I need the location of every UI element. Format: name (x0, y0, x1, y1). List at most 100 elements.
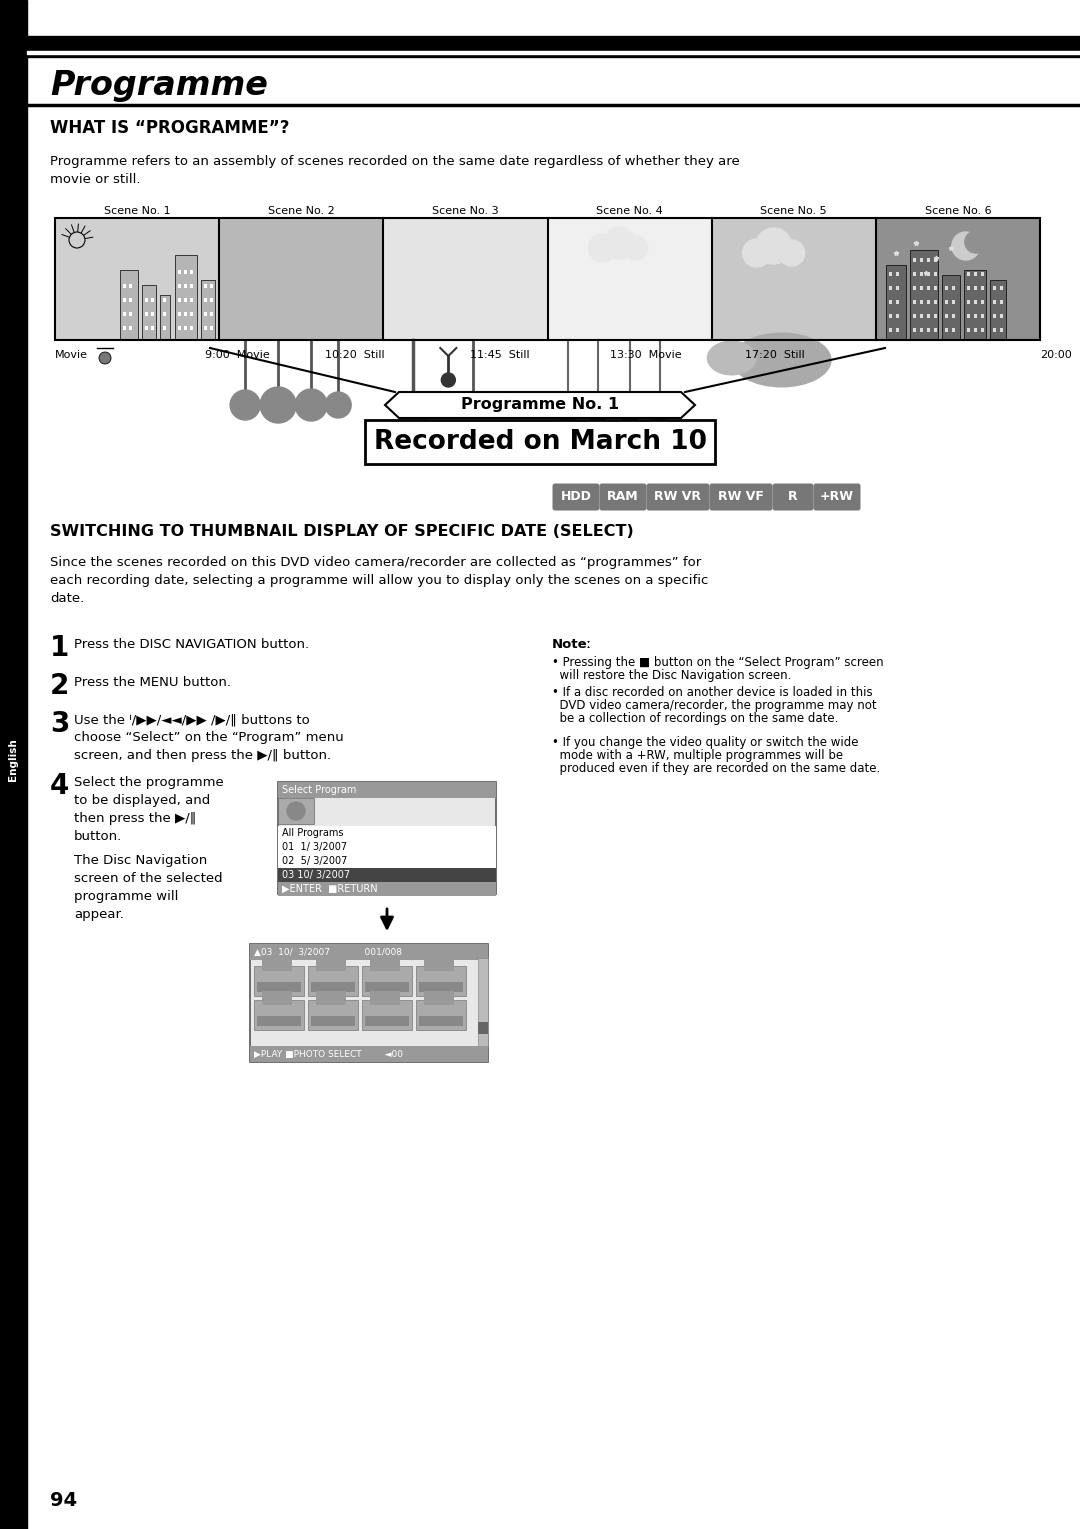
Text: 9:00  Movie: 9:00 Movie (205, 350, 270, 359)
Text: 4: 4 (50, 772, 69, 800)
Text: Since the scenes recorded on this DVD video camera/recorder are collected as “pr: Since the scenes recorded on this DVD vi… (50, 557, 708, 605)
Text: 3: 3 (50, 709, 69, 739)
Bar (210, 312, 213, 317)
Bar (889, 313, 892, 318)
Bar (1000, 329, 1003, 332)
Bar (1000, 300, 1003, 304)
Text: will restore the Disc Navigation screen.: will restore the Disc Navigation screen. (552, 670, 792, 682)
Bar (184, 326, 187, 330)
Bar (175, 255, 197, 339)
Bar (27, 37, 1080, 50)
Bar (927, 272, 930, 277)
Circle shape (260, 387, 296, 424)
Bar (974, 329, 976, 332)
Text: +RW: +RW (820, 491, 854, 503)
Bar (981, 313, 984, 318)
Bar (210, 298, 213, 303)
Text: • Pressing the ■ button on the “Select Program” screen: • Pressing the ■ button on the “Select P… (552, 656, 883, 670)
Circle shape (589, 234, 617, 261)
Bar (178, 298, 181, 303)
Bar (1000, 286, 1003, 291)
Text: R: R (788, 491, 798, 503)
Text: ▲03  10/  3/2007            001/008: ▲03 10/ 3/2007 001/008 (254, 948, 402, 957)
Bar (424, 991, 454, 1005)
Bar (934, 329, 936, 332)
Bar (934, 300, 936, 304)
Bar (889, 300, 892, 304)
Bar (920, 272, 922, 277)
Bar (993, 300, 996, 304)
Bar (184, 271, 187, 274)
Circle shape (461, 391, 485, 416)
Bar (365, 982, 409, 992)
Text: Scene No. 3: Scene No. 3 (432, 206, 499, 216)
Bar (204, 298, 207, 303)
Circle shape (650, 405, 669, 424)
Text: ▶ENTER  ■RETURN: ▶ENTER ■RETURN (282, 884, 378, 894)
Text: Press the MENU button.: Press the MENU button. (75, 676, 231, 690)
Text: • If a disc recorded on another device is loaded in this: • If a disc recorded on another device i… (552, 687, 873, 699)
Text: SWITCHING TO THUMBNAIL DISPLAY OF SPECIFIC DATE (SELECT): SWITCHING TO THUMBNAIL DISPLAY OF SPECIF… (50, 524, 634, 540)
Bar (419, 1015, 463, 1026)
Bar (981, 272, 984, 277)
FancyBboxPatch shape (710, 483, 772, 511)
Bar (963, 271, 986, 339)
Text: Scene No. 1: Scene No. 1 (104, 206, 171, 216)
Bar (257, 1015, 301, 1026)
Bar (219, 219, 383, 339)
Bar (278, 781, 496, 798)
Bar (0, 0, 27, 1529)
Text: Press the DISC NAVIGATION button.: Press the DISC NAVIGATION button. (75, 638, 309, 651)
Bar (362, 966, 411, 995)
Bar (151, 326, 154, 330)
Bar (981, 286, 984, 291)
Bar (311, 1015, 355, 1026)
Bar (160, 295, 170, 339)
Bar (895, 300, 899, 304)
Text: 2: 2 (50, 673, 69, 700)
Bar (990, 280, 1005, 339)
Bar (365, 1015, 409, 1026)
Bar (993, 329, 996, 332)
Bar (316, 957, 346, 971)
Bar (27, 47, 1080, 57)
Text: Scene No. 2: Scene No. 2 (268, 206, 335, 216)
Bar (927, 300, 930, 304)
Bar (308, 966, 357, 995)
Bar (201, 280, 215, 339)
FancyBboxPatch shape (772, 483, 813, 511)
Polygon shape (384, 391, 696, 417)
Bar (145, 312, 148, 317)
Bar (876, 219, 1040, 339)
Bar (383, 219, 548, 339)
Bar (913, 258, 916, 261)
Bar (974, 272, 976, 277)
Bar (190, 298, 193, 303)
Bar (278, 826, 496, 839)
Bar (934, 286, 936, 291)
Bar (927, 258, 930, 261)
Text: Select the programme
to be displayed, and
then press the ▶/‖
button.: Select the programme to be displayed, an… (75, 777, 224, 842)
Circle shape (325, 391, 351, 417)
Circle shape (743, 239, 771, 268)
Bar (909, 251, 937, 339)
Bar (889, 286, 892, 291)
Bar (927, 313, 930, 318)
Bar (190, 271, 193, 274)
Bar (254, 1000, 303, 1031)
Text: Programme: Programme (50, 69, 268, 101)
Text: WHAT IS “PROGRAMME”?: WHAT IS “PROGRAMME”? (50, 119, 289, 138)
Text: Recorded on March 10: Recorded on March 10 (374, 430, 706, 456)
Ellipse shape (731, 332, 832, 387)
Bar (141, 284, 156, 339)
Bar (278, 798, 314, 824)
Text: 13:30  Movie: 13:30 Movie (610, 350, 681, 359)
Text: DVD video camera/recorder, the programme may not: DVD video camera/recorder, the programme… (552, 699, 877, 713)
Text: RW VF: RW VF (718, 491, 764, 503)
Bar (178, 326, 181, 330)
Bar (151, 298, 154, 303)
Bar (945, 286, 948, 291)
Text: Scene No. 6: Scene No. 6 (924, 206, 991, 216)
Circle shape (589, 405, 607, 424)
Circle shape (604, 226, 635, 258)
